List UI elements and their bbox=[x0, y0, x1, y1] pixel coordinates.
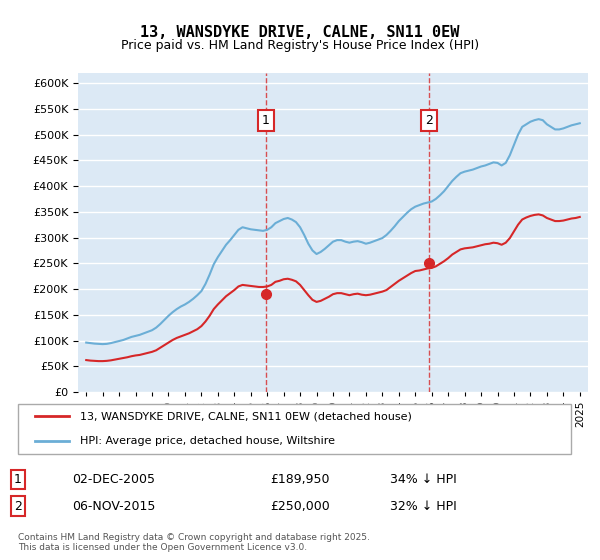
Text: HPI: Average price, detached house, Wiltshire: HPI: Average price, detached house, Wilt… bbox=[80, 436, 335, 446]
Text: 13, WANSDYKE DRIVE, CALNE, SN11 0EW: 13, WANSDYKE DRIVE, CALNE, SN11 0EW bbox=[140, 25, 460, 40]
Text: 13, WANSDYKE DRIVE, CALNE, SN11 0EW (detached house): 13, WANSDYKE DRIVE, CALNE, SN11 0EW (det… bbox=[80, 411, 412, 421]
Text: 2: 2 bbox=[425, 114, 433, 127]
Text: 1: 1 bbox=[262, 114, 270, 127]
Text: Contains HM Land Registry data © Crown copyright and database right 2025.
This d: Contains HM Land Registry data © Crown c… bbox=[18, 533, 370, 552]
FancyBboxPatch shape bbox=[18, 404, 571, 454]
Text: 1: 1 bbox=[14, 473, 22, 486]
Text: £189,950: £189,950 bbox=[270, 473, 329, 486]
Text: Price paid vs. HM Land Registry's House Price Index (HPI): Price paid vs. HM Land Registry's House … bbox=[121, 39, 479, 52]
Text: £250,000: £250,000 bbox=[270, 500, 330, 512]
Text: 02-DEC-2005: 02-DEC-2005 bbox=[72, 473, 155, 486]
Text: 32% ↓ HPI: 32% ↓ HPI bbox=[390, 500, 457, 512]
Text: 34% ↓ HPI: 34% ↓ HPI bbox=[390, 473, 457, 486]
Text: 2: 2 bbox=[14, 500, 22, 512]
Text: 06-NOV-2015: 06-NOV-2015 bbox=[72, 500, 155, 512]
